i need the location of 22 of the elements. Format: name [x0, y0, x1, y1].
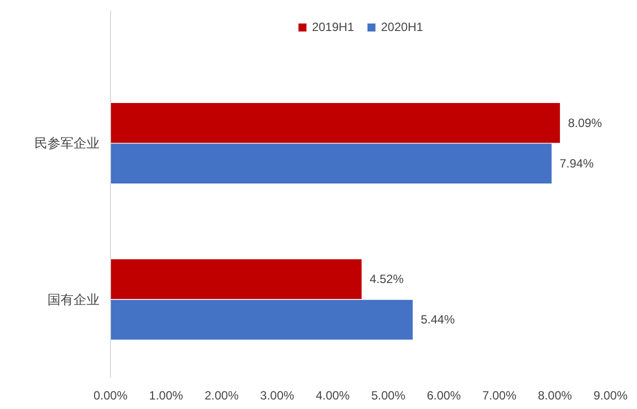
bar — [110, 103, 560, 143]
x-tick-label: 8.00% — [538, 388, 572, 402]
data-label: 8.09% — [568, 116, 602, 130]
data-label: 7.94% — [560, 156, 594, 171]
bar — [110, 144, 552, 184]
x-tick-label: 0.00% — [93, 388, 128, 402]
legend-label: 2020H1 — [381, 20, 424, 34]
x-tick-label: 7.00% — [482, 388, 517, 402]
x-tick-label: 5.00% — [371, 388, 406, 402]
x-tick-label: 2.00% — [204, 388, 239, 402]
x-tick-label: 6.00% — [426, 388, 462, 402]
bar — [110, 259, 362, 300]
x-tick-label: 9.00% — [593, 388, 628, 402]
data-label: 4.52% — [370, 272, 404, 286]
y-tick-label: 国有企业 — [48, 292, 100, 307]
x-tick-label: 1.00% — [149, 388, 184, 402]
x-tick-label: 3.00% — [260, 388, 295, 402]
data-label: 5.44% — [420, 312, 456, 327]
y-tick-label: 民参军企业 — [34, 136, 100, 151]
bar — [110, 300, 413, 340]
legend-label: 2019H1 — [312, 20, 354, 34]
x-tick-label: 4.00% — [316, 388, 350, 402]
